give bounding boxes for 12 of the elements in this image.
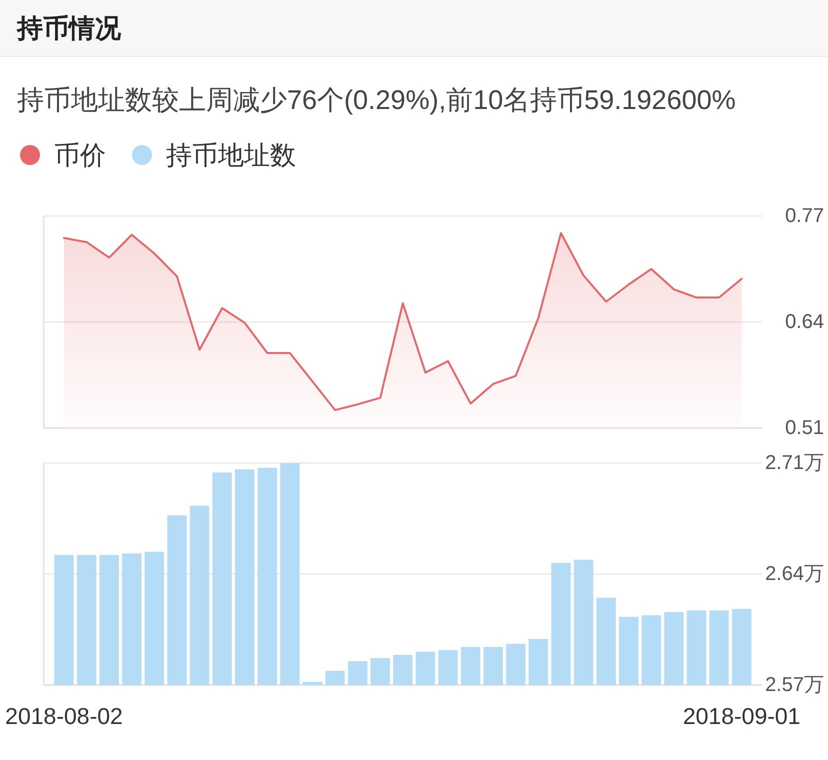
chart-subtitle: 持币地址数较上周减少76个(0.29%),前10名持币59.192600% — [17, 84, 736, 117]
legend-label: 持币地址数 — [166, 139, 296, 172]
y-tick-label: 2.71万 — [765, 452, 824, 474]
y-tick-label: 0.77 — [785, 205, 824, 227]
y-tick-label: 0.64 — [785, 311, 824, 333]
x-tick-label: 2018-08-02 — [5, 703, 123, 729]
y-tick-label: 2.57万 — [765, 674, 824, 696]
legend-label: 币价 — [54, 139, 106, 172]
x-tick-label: 2018-09-01 — [682, 703, 800, 729]
y-tick-label: 2.64万 — [765, 563, 824, 585]
chart-title: 持币情况 — [17, 12, 121, 45]
y-tick-label: 0.51 — [785, 417, 824, 439]
